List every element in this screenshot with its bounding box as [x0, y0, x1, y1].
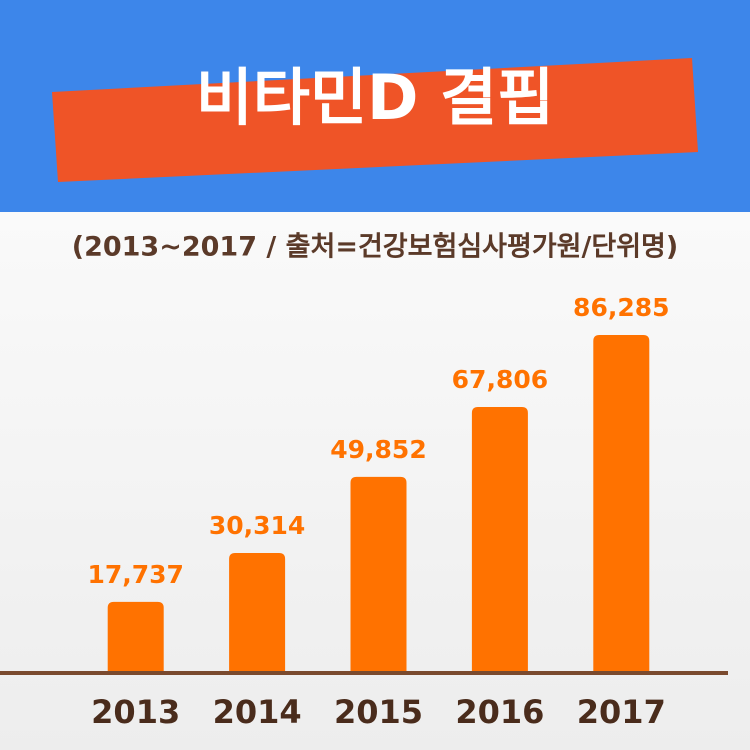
value-label: 67,806	[452, 365, 548, 394]
bar	[229, 552, 286, 671]
bar	[471, 406, 528, 671]
value-label: 86,285	[573, 293, 669, 322]
chart-title: 비타민D 결핍	[196, 61, 554, 134]
bar	[350, 476, 407, 671]
value-label: 17,737	[87, 560, 183, 589]
x-tick-label: 2017	[577, 693, 666, 731]
x-tick-label: 2014	[213, 693, 302, 731]
x-tick-label: 2016	[455, 693, 544, 731]
bar	[107, 601, 164, 671]
chart-subtitle: (2013~2017 / 출처=건강보험심사평가원/단위명)	[72, 232, 679, 263]
title-banner	[52, 58, 698, 182]
x-tick-label: 2013	[91, 693, 180, 731]
value-label: 49,852	[330, 435, 426, 464]
bar	[593, 335, 650, 671]
x-tick-label: 2015	[334, 693, 423, 731]
value-label: 30,314	[209, 511, 305, 540]
